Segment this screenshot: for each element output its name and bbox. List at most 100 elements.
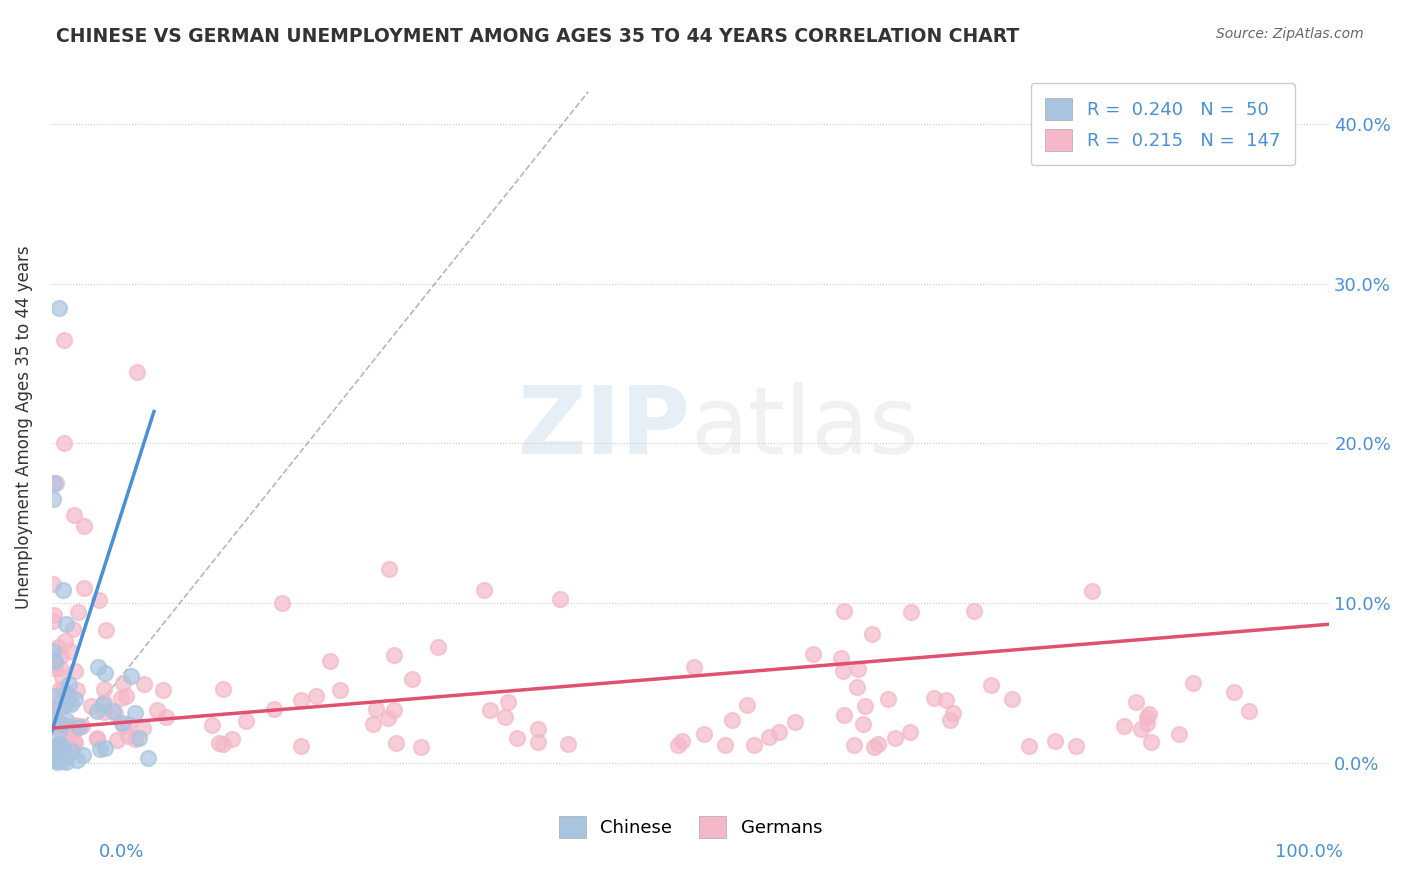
Point [671, 734, 693, 748]
Point [735, 698, 758, 712]
Point [768, 724, 790, 739]
Point [527, 722, 550, 736]
Point [93, 682, 115, 697]
Point [853, 699, 876, 714]
Point [382, 703, 405, 717]
Point [86, 704, 108, 718]
Point [1018, 739, 1040, 754]
Point [53, 634, 76, 648]
Point [42, 751, 65, 765]
Point [44, 655, 66, 669]
Point [110, 691, 132, 706]
Point [63, 664, 86, 678]
Point [305, 689, 328, 703]
Point [87, 592, 110, 607]
Point [70, 719, 93, 733]
Point [49, 750, 72, 764]
Point [378, 562, 401, 576]
Point [1114, 719, 1136, 733]
Point [125, 364, 148, 378]
Point [49, 724, 72, 739]
Point [329, 683, 352, 698]
Point [42, 614, 65, 628]
Point [53, 436, 76, 450]
Legend: Chinese, Germans: Chinese, Germans [551, 809, 830, 846]
Point [49, 682, 72, 697]
Point [94, 666, 117, 681]
Y-axis label: Unemployment Among Ages 35 to 44 years: Unemployment Among Ages 35 to 44 years [15, 245, 32, 609]
Point [1136, 709, 1159, 723]
Point [44, 661, 66, 675]
Point [48, 301, 70, 315]
Point [72, 748, 94, 763]
Point [155, 710, 177, 724]
Point [868, 737, 890, 751]
Point [117, 717, 139, 731]
Point [55, 739, 77, 753]
Point [46, 743, 69, 757]
Point [377, 711, 399, 725]
Point [49, 661, 72, 675]
Point [208, 737, 231, 751]
Point [832, 604, 855, 618]
Point [105, 733, 128, 747]
Point [1136, 716, 1159, 731]
Point [49, 717, 72, 731]
Point [290, 739, 312, 753]
Point [385, 736, 408, 750]
Point [55, 698, 77, 712]
Point [44, 753, 66, 767]
Point [939, 713, 962, 727]
Point [52, 740, 75, 755]
Point [496, 695, 519, 709]
Point [46, 640, 69, 654]
Point [682, 659, 704, 673]
Point [42, 577, 65, 591]
Point [666, 738, 689, 752]
Point [96, 623, 118, 637]
Point [55, 713, 77, 727]
Point [42, 705, 65, 719]
Point [427, 640, 450, 654]
Point [527, 735, 550, 749]
Point [1125, 694, 1147, 708]
Point [212, 737, 235, 751]
Point [73, 582, 96, 596]
Point [863, 739, 886, 754]
Point [363, 716, 385, 731]
Point [900, 605, 922, 619]
Point [42, 706, 65, 721]
Point [58, 677, 80, 691]
Point [86, 731, 108, 746]
Point [832, 708, 855, 723]
Point [124, 732, 146, 747]
Point [693, 726, 716, 740]
Point [842, 738, 865, 752]
Point [1167, 727, 1189, 741]
Point [86, 731, 108, 745]
Point [364, 702, 387, 716]
Point [93, 706, 115, 720]
Point [79, 698, 101, 713]
Point [783, 715, 806, 730]
Point [846, 680, 869, 694]
Point [62, 508, 84, 523]
Point [713, 739, 735, 753]
Point [132, 721, 155, 735]
Point [1001, 692, 1024, 706]
Point [263, 701, 285, 715]
Text: 100.0%: 100.0% [1275, 843, 1343, 861]
Point [851, 717, 873, 731]
Point [152, 683, 174, 698]
Point [101, 704, 124, 718]
Point [132, 676, 155, 690]
Point [52, 683, 75, 698]
Point [44, 714, 66, 728]
Point [42, 747, 65, 762]
Point [145, 703, 167, 717]
Point [63, 736, 86, 750]
Point [506, 731, 529, 746]
Point [382, 648, 405, 662]
Point [60, 744, 83, 758]
Point [93, 698, 115, 712]
